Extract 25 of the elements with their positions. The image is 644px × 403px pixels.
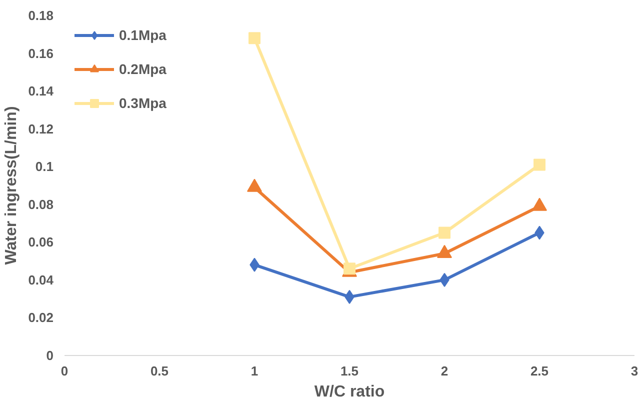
y-tick-label: 0.14 xyxy=(28,84,54,99)
x-tick-label: 2 xyxy=(440,364,448,378)
y-tick-label: 0.04 xyxy=(28,272,54,288)
point xyxy=(438,226,450,239)
y-tick-label: 0.12 xyxy=(28,121,54,136)
y-tick-label: 0.02 xyxy=(28,310,54,326)
y-tick-label: 0.18 xyxy=(28,8,54,23)
legend-label: 0.1Mpa xyxy=(119,27,166,43)
y-tick-label: 0.1 xyxy=(35,159,54,174)
x-tick-label: 2.5 xyxy=(530,364,549,378)
x-tick-label: 0.5 xyxy=(150,364,169,378)
x-tick-label: 3 xyxy=(630,364,638,378)
x-tick-label: 1 xyxy=(250,364,258,378)
legend-label: 0.3Mpa xyxy=(119,95,166,111)
y-axis-title: Water ingress(L/min) xyxy=(3,106,20,265)
point xyxy=(534,158,546,171)
point xyxy=(248,32,260,44)
y-tick-label: 0.06 xyxy=(28,234,54,250)
y-tick-label: 0.08 xyxy=(28,196,54,212)
legend-label: 0.2Mpa xyxy=(119,61,166,77)
y-tick-label: 0.16 xyxy=(28,46,54,61)
x-tick-label: 1.5 xyxy=(340,364,359,378)
x-axis-title: W/C ratio xyxy=(314,384,385,400)
x-tick-label: 0 xyxy=(60,364,68,378)
y-tick-label: 0 xyxy=(46,348,54,363)
